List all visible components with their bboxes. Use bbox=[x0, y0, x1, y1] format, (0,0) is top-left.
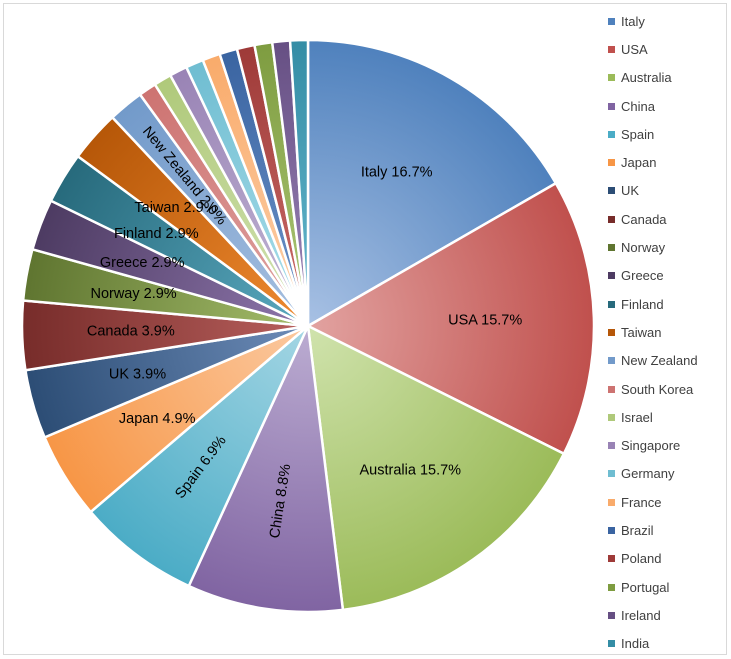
legend-label: Taiwan bbox=[621, 324, 662, 340]
legend-swatch bbox=[608, 45, 615, 53]
legend-item-norway: Norway bbox=[608, 233, 724, 261]
legend-swatch bbox=[608, 357, 615, 365]
legend-item-taiwan: Taiwan bbox=[608, 318, 724, 346]
legend-item-japan: Japan bbox=[608, 148, 724, 176]
legend-swatch bbox=[608, 102, 615, 110]
legend-swatch bbox=[608, 442, 615, 450]
legend-swatch bbox=[608, 130, 615, 138]
legend-label: Germany bbox=[621, 466, 675, 482]
legend-label: South Korea bbox=[621, 381, 694, 397]
legend-swatch bbox=[608, 187, 615, 195]
legend-item-new-zealand: New Zealand bbox=[608, 347, 724, 375]
legend-swatch bbox=[608, 17, 615, 25]
legend-item-greece: Greece bbox=[608, 262, 724, 290]
legend-label: Portugal bbox=[621, 579, 670, 595]
legend-item-china: China bbox=[608, 92, 724, 120]
legend-label: Norway bbox=[621, 240, 666, 256]
data-label-usa: USA 15.7% bbox=[448, 313, 522, 329]
legend-swatch bbox=[608, 244, 615, 252]
legend-label: UK bbox=[621, 183, 640, 199]
data-label-finland: Finland 2.9% bbox=[114, 226, 199, 242]
legend-item-portugal: Portugal bbox=[608, 573, 724, 601]
pie-slice-china bbox=[187, 321, 345, 614]
pie-slice-usa bbox=[305, 181, 596, 456]
legend-label: Singapore bbox=[621, 438, 681, 454]
data-label-uk: UK 3.9% bbox=[109, 366, 166, 382]
legend-swatch bbox=[608, 74, 615, 82]
legend-label: Greece bbox=[621, 268, 664, 284]
pie-slice-spain bbox=[88, 325, 310, 588]
legend-swatch bbox=[608, 526, 615, 534]
legend-swatch bbox=[608, 385, 615, 393]
legend-label: Spain bbox=[621, 126, 655, 142]
legend-label: France bbox=[621, 494, 662, 510]
legend-label: New Zealand bbox=[621, 353, 698, 369]
legend-swatch bbox=[608, 555, 615, 563]
legend-label: China bbox=[621, 98, 655, 114]
legend-item-canada: Canada bbox=[608, 205, 724, 233]
pie-slice-india bbox=[288, 38, 310, 327]
data-label-italy: Italy 16.7% bbox=[361, 164, 433, 180]
data-label-australia: Australia 15.7% bbox=[360, 463, 462, 479]
legend-item-singapore: Singapore bbox=[608, 431, 724, 459]
legend-label: Canada bbox=[621, 211, 667, 227]
legend-item-israel: Israel bbox=[608, 403, 724, 431]
pie-slice-italy bbox=[306, 38, 558, 329]
legend-item-poland: Poland bbox=[608, 545, 724, 573]
legend-swatch bbox=[608, 328, 615, 336]
legend-label: Ireland bbox=[621, 607, 661, 623]
legend-label: Poland bbox=[621, 551, 662, 567]
legend-item-france: France bbox=[608, 488, 724, 516]
legend-label: USA bbox=[621, 41, 648, 57]
legend-label: Israel bbox=[621, 409, 653, 425]
legend-item-italy: Italy bbox=[608, 7, 724, 35]
legend-swatch bbox=[608, 470, 615, 478]
legend-swatch bbox=[608, 159, 615, 167]
legend-item-australia: Australia bbox=[608, 64, 724, 92]
legend-swatch bbox=[608, 498, 615, 506]
legend-swatch bbox=[608, 640, 615, 648]
legend-swatch bbox=[608, 413, 615, 421]
data-label-canada: Canada 3.9% bbox=[87, 324, 175, 340]
legend-swatch bbox=[608, 583, 615, 591]
legend-label: Australia bbox=[621, 70, 672, 86]
legend-item-ireland: Ireland bbox=[608, 601, 724, 629]
legend-swatch bbox=[608, 215, 615, 223]
chart-legend: Italy USA Australia China Spain Japan UK Canada… bbox=[608, 7, 724, 658]
legend-label: Italy bbox=[621, 13, 645, 29]
data-label-taiwan: Taiwan 2.9% bbox=[134, 200, 216, 216]
legend-item-usa: USA bbox=[608, 35, 724, 63]
legend-item-germany: Germany bbox=[608, 460, 724, 488]
legend-item-finland: Finland bbox=[608, 290, 724, 318]
pie-slice-australia bbox=[306, 323, 566, 612]
legend-label: Brazil bbox=[621, 522, 654, 538]
legend-item-south-korea: South Korea bbox=[608, 375, 724, 403]
data-label-norway: Norway 2.9% bbox=[90, 286, 176, 302]
legend-item-brazil: Brazil bbox=[608, 516, 724, 544]
legend-item-uk: UK bbox=[608, 177, 724, 205]
data-label-greece: Greece 2.9% bbox=[100, 255, 185, 271]
data-label-japan: Japan 4.9% bbox=[119, 411, 196, 427]
legend-swatch bbox=[608, 272, 615, 280]
legend-swatch bbox=[608, 300, 615, 308]
legend-label: Finland bbox=[621, 296, 664, 312]
legend-item-spain: Spain bbox=[608, 120, 724, 148]
legend-item-india: India bbox=[608, 630, 724, 658]
legend-label: India bbox=[621, 636, 650, 652]
legend-swatch bbox=[608, 611, 615, 619]
legend-label: Japan bbox=[621, 155, 657, 171]
